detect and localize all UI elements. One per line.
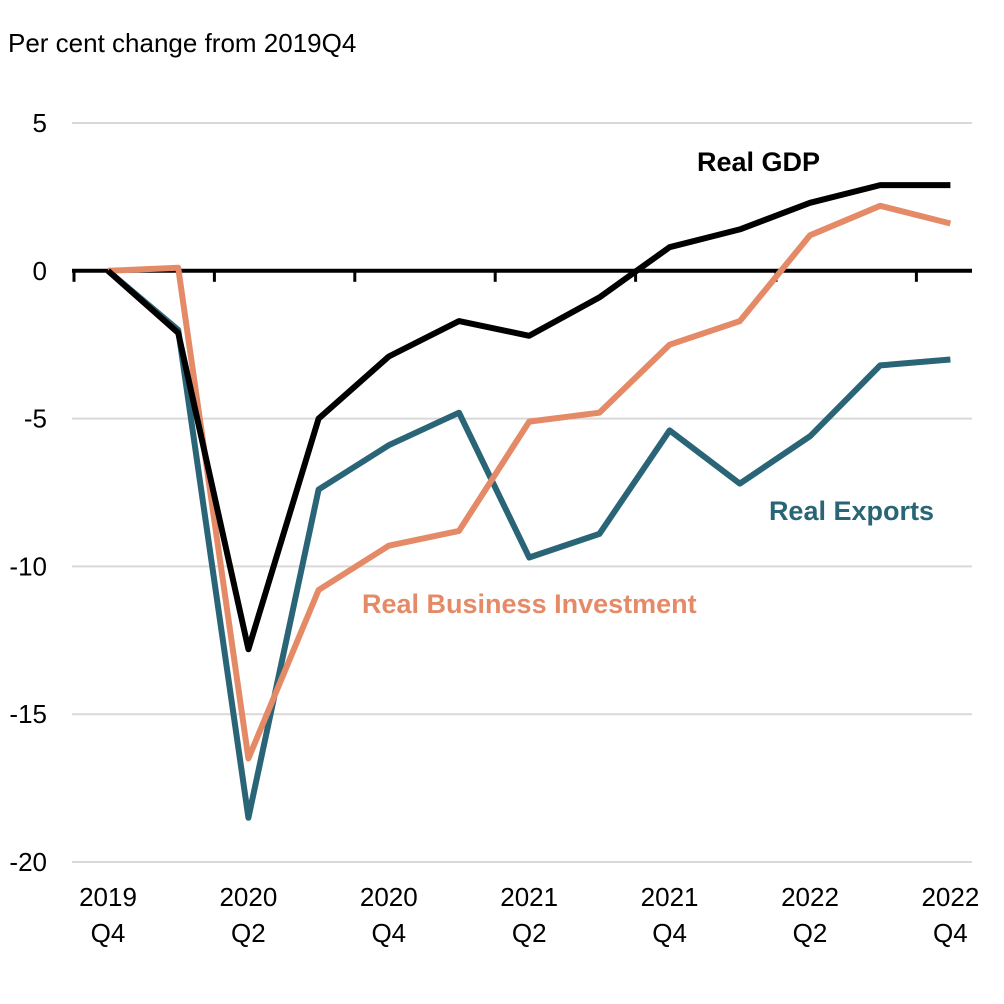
series-labels: Real GDP Real Exports Real Business Invest… — [362, 147, 934, 619]
x-tick-labels: 2019 Q4 2020 Q2 2020 Q4 2021 Q2 2021 Q4 2022 Q2 2022… — [79, 882, 979, 948]
y-tick-label: -20 — [9, 847, 47, 877]
x-tick-label-year: 2022 — [781, 882, 839, 912]
x-tick-label-quarter: Q2 — [512, 918, 547, 948]
x-tick-label-quarter: Q4 — [933, 918, 968, 948]
x-tick-label-year: 2021 — [641, 882, 699, 912]
x-tick-label-year: 2020 — [360, 882, 418, 912]
x-tick-label-year: 2022 — [921, 882, 979, 912]
x-tick-label-quarter: Q2 — [231, 918, 266, 948]
series-line-real-business-investment — [107, 202, 952, 762]
y-tick-label: -15 — [9, 699, 47, 729]
x-tick-label-quarter: Q4 — [371, 918, 406, 948]
y-tick-label: -10 — [9, 551, 47, 581]
x-tick-label-year: 2021 — [500, 882, 558, 912]
series-lines — [106, 182, 952, 821]
series-label-real-business-investment: Real Business Investment — [362, 589, 697, 619]
x-tick-label-year: 2020 — [219, 882, 277, 912]
x-tick-label-quarter: Q2 — [793, 918, 828, 948]
x-tick-label-quarter: Q4 — [91, 918, 126, 948]
series-line-real-exports — [106, 268, 951, 821]
y-tick-labels: 5 0 -5 -10 -15 -20 — [9, 108, 47, 877]
zero-axis — [72, 268, 972, 282]
y-tick-label: 5 — [33, 108, 47, 138]
y-tick-label: -5 — [24, 404, 47, 434]
gridlines — [72, 122, 972, 863]
y-axis-title: Per cent change from 2019Q4 — [8, 28, 356, 58]
series-label-real-gdp: Real GDP — [697, 147, 820, 177]
x-tick-label-quarter: Q4 — [652, 918, 687, 948]
series-line-real-gdp — [106, 182, 951, 653]
y-tick-label: 0 — [33, 256, 47, 286]
series-label-real-exports: Real Exports — [769, 496, 934, 526]
x-tick-label-year: 2019 — [79, 882, 137, 912]
